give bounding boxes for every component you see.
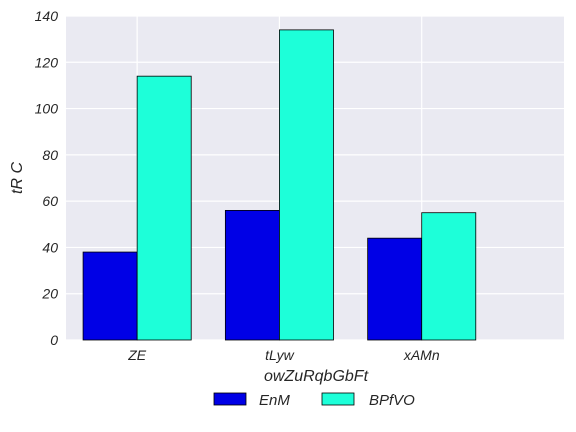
bar-BPfVO-tLyw bbox=[279, 29, 334, 341]
x-axis-label: owZuRqbGbFt bbox=[264, 368, 369, 385]
bar-BPfVO-xAMn bbox=[421, 212, 477, 341]
bar-EnM-tLyw bbox=[224, 209, 280, 341]
bars bbox=[82, 29, 477, 341]
x-tick-label: tLyw bbox=[265, 347, 294, 363]
y-tick-label: 0 bbox=[50, 332, 58, 348]
y-tick-label: 140 bbox=[35, 8, 59, 24]
y-tick-label: 60 bbox=[42, 193, 58, 209]
y-tick-labels: 0 20 40 60 80 100 120 140 bbox=[35, 8, 59, 348]
y-tick-label: 20 bbox=[41, 286, 58, 302]
legend-label: EnM bbox=[259, 392, 290, 409]
x-tick-label: xAMn bbox=[403, 347, 440, 363]
x-tick-label: ZE bbox=[127, 347, 147, 363]
y-tick-label: 100 bbox=[35, 101, 59, 117]
y-tick-label: 40 bbox=[42, 239, 58, 255]
legend: EnM BPfVO bbox=[213, 392, 415, 409]
legend-swatch bbox=[321, 392, 355, 406]
y-axis-label: tR C bbox=[9, 162, 26, 194]
bar-EnM-xAMn bbox=[367, 237, 423, 341]
x-tick-labels: ZE tLyw xAMn bbox=[127, 347, 440, 363]
legend-label: BPfVO bbox=[369, 392, 415, 409]
y-tick-label: 120 bbox=[35, 54, 59, 70]
bar-BPfVO-ZE bbox=[136, 75, 192, 341]
y-tick-label: 80 bbox=[42, 147, 58, 163]
legend-swatch bbox=[213, 392, 247, 406]
bar-EnM-ZE bbox=[82, 251, 138, 341]
